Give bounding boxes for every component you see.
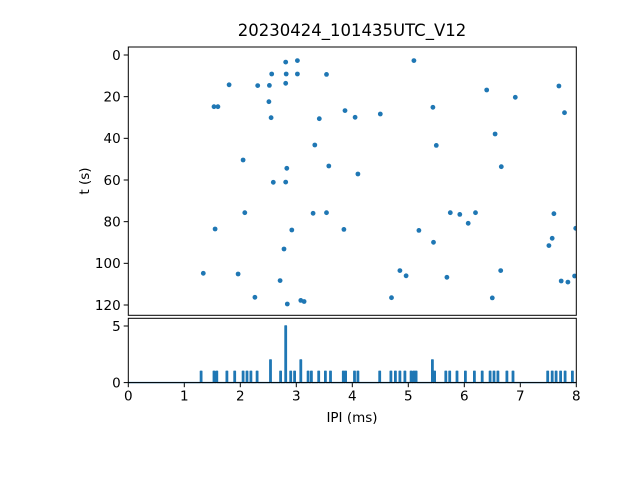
scatter-point — [212, 226, 218, 232]
scatter-point — [269, 71, 275, 77]
scatter-point — [324, 72, 329, 77]
scatter-point — [289, 227, 295, 233]
x-tick-label: 6 — [460, 389, 469, 405]
scatter-point — [572, 273, 577, 279]
scatter-point — [498, 164, 504, 170]
scatter-point — [352, 114, 358, 120]
scatter-point — [549, 235, 555, 241]
scatter-point — [397, 268, 403, 273]
y-tick-label: 80 — [104, 214, 121, 230]
scatter-point — [284, 301, 290, 307]
scatter-point — [465, 220, 471, 226]
x-tick-label: 0 — [124, 389, 133, 405]
y-tick-label: 20 — [104, 89, 121, 105]
scatter-point — [242, 210, 248, 216]
scatter-point — [573, 225, 577, 231]
scatter-point — [512, 94, 518, 100]
scatter-series — [200, 58, 577, 307]
scatter-point — [551, 211, 557, 217]
scatter-point — [255, 83, 261, 88]
scatter-point — [403, 273, 409, 279]
scatter-point — [295, 58, 300, 63]
scatter-point — [489, 295, 495, 301]
x-tick-label: 8 — [572, 389, 581, 405]
x-tick-label: 1 — [180, 389, 189, 405]
y-tick-label: 100 — [95, 256, 121, 272]
scatter-point — [546, 243, 552, 249]
scatter-point — [267, 83, 272, 88]
scatter-point — [473, 210, 478, 216]
scatter-point — [447, 210, 453, 216]
scatter-point — [431, 239, 436, 245]
scatter-point — [312, 142, 318, 148]
scatter-point — [200, 270, 206, 276]
scatter-point — [277, 278, 283, 283]
scatter-point — [498, 268, 504, 273]
x-tick-label: 4 — [348, 389, 357, 405]
x-axis-label: IPI (ms) — [326, 410, 378, 426]
scatter-point — [492, 131, 498, 137]
scatter-point — [283, 59, 289, 65]
scatter-point — [389, 295, 394, 301]
y-tick-label: 40 — [104, 131, 121, 147]
top-axes-frame — [127, 46, 577, 316]
hist-y-tick-label: 5 — [112, 319, 121, 335]
scatter-point — [283, 179, 289, 185]
scatter-point — [558, 278, 564, 284]
scatter-point — [433, 143, 439, 148]
scatter-point — [266, 99, 272, 105]
scatter-point — [215, 104, 221, 110]
scatter-point — [411, 58, 417, 63]
x-tick-label: 7 — [516, 389, 525, 405]
scatter-point — [240, 157, 246, 163]
y-tick-label: 120 — [95, 298, 121, 314]
scatter-point — [270, 179, 276, 185]
x-tick-label: 3 — [292, 389, 301, 405]
scatter-point — [226, 82, 232, 88]
scatter-point — [430, 104, 436, 110]
scatter-point — [342, 108, 348, 113]
scatter-point — [281, 246, 287, 252]
scatter-point — [556, 83, 562, 89]
scatter-point — [310, 210, 316, 216]
scatter-point — [284, 165, 290, 171]
scatter-point — [377, 111, 383, 117]
scatter-point — [316, 116, 322, 122]
scatter-point — [283, 80, 289, 86]
scatter-point — [341, 227, 347, 232]
y-tick-label: 60 — [104, 173, 121, 189]
scatter-point — [565, 279, 571, 285]
figure-title: 20230424_101435UTC_V12 — [237, 21, 467, 40]
scatter-point — [301, 299, 307, 304]
scatter-point — [211, 104, 217, 110]
scatter-point — [484, 87, 490, 93]
scatter-point — [562, 110, 567, 116]
scatter-point — [268, 115, 274, 121]
scatter-point — [324, 210, 329, 216]
scatter-point — [283, 71, 289, 77]
scatter-point — [252, 294, 258, 300]
scatter-point — [295, 71, 300, 77]
histogram-line — [128, 325, 577, 384]
scatter-point — [444, 274, 450, 280]
scatter-point — [416, 228, 422, 233]
x-tick-label: 2 — [236, 389, 245, 405]
bottom-axes-frame — [127, 317, 577, 384]
y-tick-label: 0 — [112, 48, 121, 64]
x-tick-label: 5 — [404, 389, 413, 405]
scatter-point — [326, 163, 332, 169]
scatter-point — [457, 212, 463, 217]
hist-y-tick-label: 0 — [112, 375, 121, 391]
scatter-point — [355, 171, 361, 177]
scatter-point — [235, 271, 241, 277]
